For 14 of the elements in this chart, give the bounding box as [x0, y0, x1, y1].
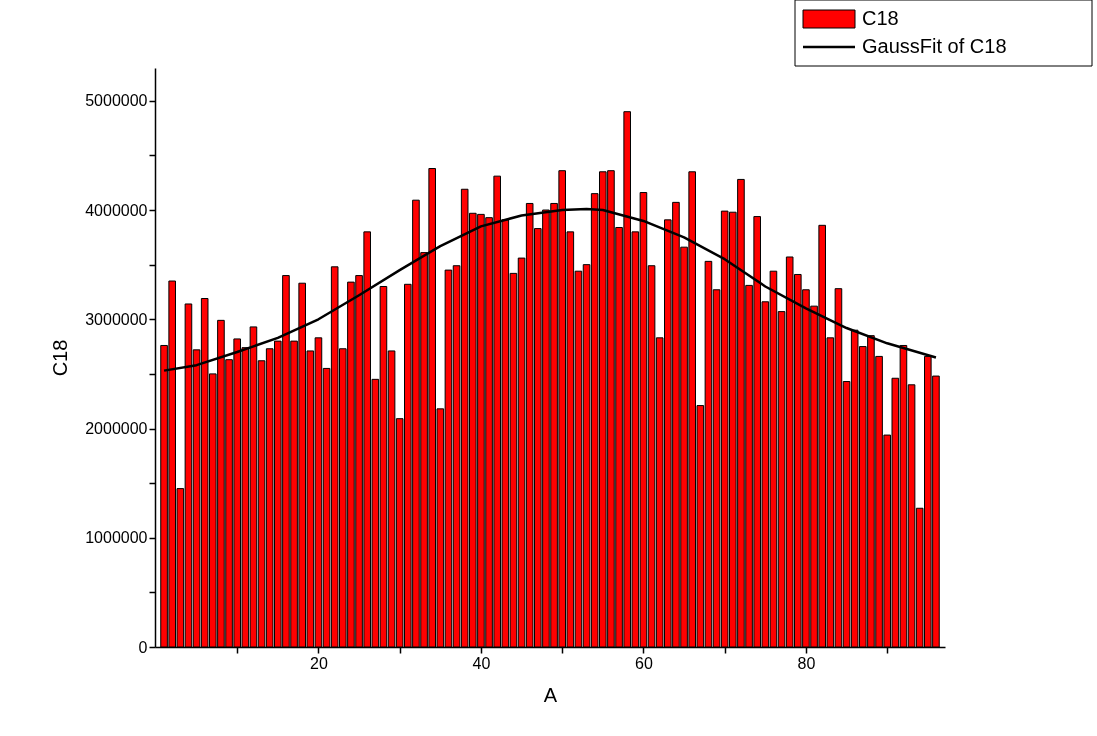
legend-label: GaussFit of C18	[862, 35, 1007, 57]
y-tick-label: 1000000	[85, 529, 148, 547]
x-tick-label: 60	[635, 654, 653, 672]
y-tick-label: 0	[138, 638, 148, 656]
y-tick-label: 4000000	[85, 201, 148, 219]
x-tick-label: 40	[472, 654, 491, 672]
y-tick-label: 3000000	[85, 310, 148, 328]
y-tick-label: 2000000	[85, 420, 148, 438]
x-tick-label: 80	[797, 654, 816, 672]
y-axis-title: C18	[49, 339, 72, 377]
x-tick-label: 20	[310, 654, 328, 672]
x-axis-title: A	[543, 683, 558, 706]
legend-label: C18	[862, 7, 899, 29]
y-tick-label: 5000000	[85, 92, 148, 110]
